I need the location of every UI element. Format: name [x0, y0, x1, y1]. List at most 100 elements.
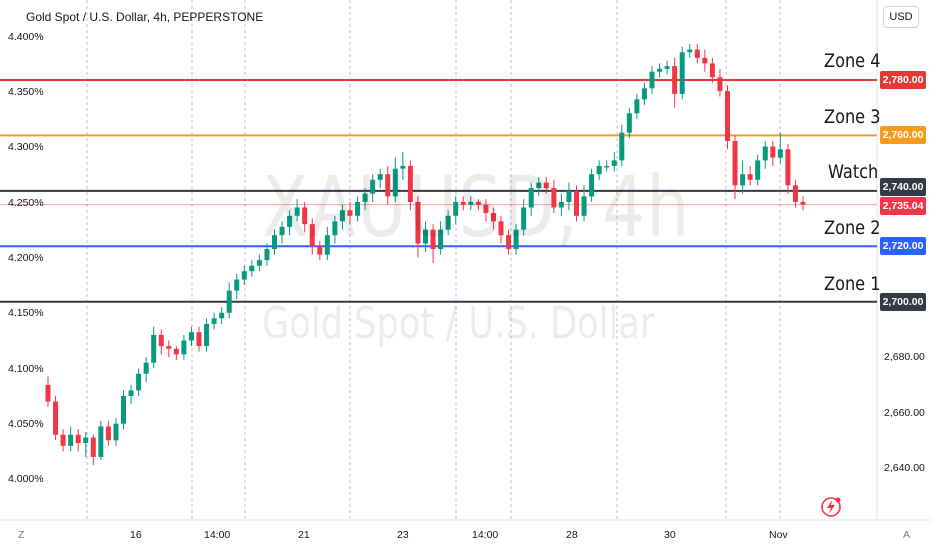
- time-axis-label: 23: [397, 529, 409, 541]
- candle-body: [234, 279, 240, 291]
- candle-body: [272, 235, 277, 250]
- candle-body: [98, 426, 104, 457]
- candle-body: [566, 190, 572, 202]
- candle-body: [453, 201, 459, 216]
- candle-body: [151, 334, 157, 363]
- candle-body: [506, 235, 512, 250]
- candle-body: [574, 190, 579, 216]
- candle-body: [173, 348, 179, 355]
- left-axis-tick: 4.350%: [8, 86, 44, 98]
- price-tag-zone-1[interactable]: 2,700.00: [880, 293, 926, 311]
- candle-body: [543, 182, 549, 189]
- candle-body: [596, 165, 602, 175]
- candle-body: [717, 77, 723, 92]
- candle-body: [460, 201, 466, 205]
- candle-body: [589, 174, 595, 197]
- candle-body: [740, 174, 746, 186]
- candle-body: [105, 426, 111, 441]
- price-tag-current[interactable]: 2,735.04: [880, 197, 926, 215]
- zone-label-1: Zone 1: [824, 273, 881, 295]
- candle-body: [694, 49, 700, 58]
- candle-body: [619, 132, 625, 161]
- candle-body: [687, 49, 693, 53]
- candle-body: [249, 265, 255, 272]
- left-axis-tick: 4.050%: [8, 418, 44, 430]
- candle-body: [121, 395, 126, 424]
- candle-body: [792, 185, 798, 202]
- candle-body: [204, 323, 210, 347]
- candle-body: [468, 201, 474, 205]
- candle-body: [634, 99, 640, 114]
- watermark-symbol: XAUUSD, 4h: [262, 158, 691, 256]
- candle-body: [558, 201, 564, 208]
- candle-body: [536, 182, 542, 189]
- right-axis-tick: 2,640.00: [884, 462, 925, 474]
- symbol-title[interactable]: Gold Spot / U.S. Dollar, 4h, PEPPERSTONE: [26, 10, 264, 24]
- candle-body: [302, 207, 308, 225]
- candle-body: [498, 221, 504, 236]
- candle-body: [256, 260, 262, 266]
- right-axis-tick: 2,680.00: [884, 351, 925, 363]
- candle-body: [626, 113, 632, 133]
- time-axis-label: Nov: [769, 529, 788, 541]
- currency-button[interactable]: USD: [883, 6, 919, 28]
- candle-body: [649, 71, 655, 89]
- time-axis-corner-left[interactable]: Z: [18, 529, 25, 541]
- candle-body: [158, 334, 164, 347]
- candle-body: [241, 271, 247, 280]
- candle-body: [75, 434, 81, 444]
- candle-body: [317, 246, 323, 255]
- candle-body: [475, 201, 481, 205]
- left-axis-tick: 4.000%: [8, 473, 44, 485]
- candle-body: [702, 57, 708, 64]
- candle-body: [128, 390, 134, 396]
- candle-body: [528, 188, 534, 208]
- price-tag-zone-3[interactable]: 2,760.00: [880, 126, 926, 144]
- candle-body: [219, 312, 225, 319]
- candle-body: [709, 63, 715, 78]
- time-axis-label: 28: [566, 529, 578, 541]
- time-axis-label: 14:00: [204, 529, 231, 541]
- zone-label-watch: Watch: [828, 161, 879, 183]
- candle-body: [513, 229, 519, 250]
- candle-body: [672, 66, 678, 94]
- price-tag-zone-2[interactable]: 2,720.00: [880, 237, 926, 255]
- candle-body: [747, 174, 753, 180]
- candle-body: [309, 224, 315, 247]
- zone-label-3: Zone 3: [824, 106, 881, 128]
- candle-body: [551, 188, 557, 208]
- zone-label-2: Zone 2: [824, 217, 881, 239]
- candle-body: [762, 146, 768, 161]
- candle-body: [196, 332, 202, 347]
- candle-body: [347, 210, 353, 216]
- candle-body: [755, 160, 761, 180]
- candle-body: [770, 146, 776, 158]
- lightning-icon[interactable]: [821, 497, 841, 517]
- price-tag-zone-4[interactable]: 2,780.00: [880, 71, 926, 89]
- candle-body: [287, 215, 293, 227]
- zone-label-4: Zone 4: [824, 50, 881, 72]
- candle-body: [60, 434, 66, 446]
- candle-body: [664, 66, 670, 69]
- candle-body: [143, 362, 149, 374]
- time-axis-label: 14:00: [472, 529, 499, 541]
- candle-body: [332, 221, 338, 236]
- candle-body: [611, 160, 617, 166]
- left-axis-tick: 4.300%: [8, 141, 44, 153]
- left-axis-tick: 4.250%: [8, 197, 44, 209]
- candle-body: [385, 174, 391, 197]
- candle-body: [188, 332, 194, 341]
- candle-body: [490, 213, 496, 222]
- left-axis-tick: 4.200%: [8, 252, 44, 264]
- candle-body: [415, 201, 421, 244]
- candle-body: [68, 434, 74, 446]
- price-tag-watch[interactable]: 2,740.00: [880, 178, 926, 196]
- candle-body: [279, 226, 285, 236]
- candle-body: [679, 52, 685, 94]
- time-axis-corner-right[interactable]: A: [903, 529, 911, 541]
- candle-body: [53, 401, 59, 435]
- left-axis-tick: 4.150%: [8, 307, 44, 319]
- candle-body: [641, 88, 647, 100]
